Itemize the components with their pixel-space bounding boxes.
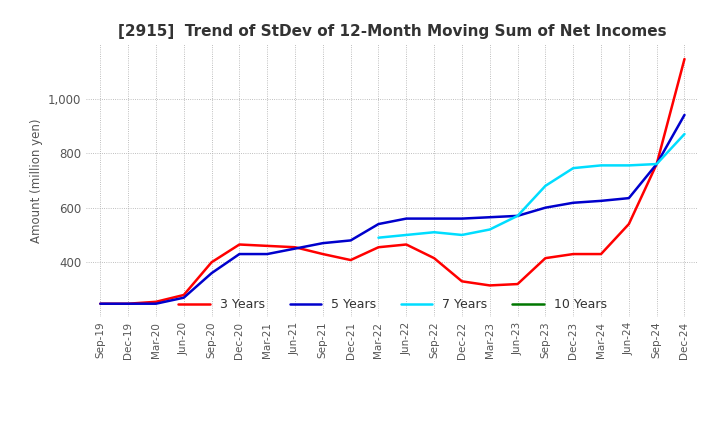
3 Years xyxy=(458,279,467,284)
5 Years xyxy=(597,198,606,203)
5 Years xyxy=(124,301,132,306)
3 Years xyxy=(96,301,104,306)
7 Years xyxy=(652,161,661,167)
5 Years xyxy=(569,200,577,205)
3 Years xyxy=(513,282,522,287)
3 Years xyxy=(430,256,438,261)
7 Years xyxy=(458,232,467,238)
5 Years xyxy=(402,216,410,221)
Line: 3 Years: 3 Years xyxy=(100,59,685,304)
5 Years xyxy=(96,301,104,306)
5 Years xyxy=(263,251,271,257)
Legend: 3 Years, 5 Years, 7 Years, 10 Years: 3 Years, 5 Years, 7 Years, 10 Years xyxy=(174,293,611,316)
5 Years xyxy=(374,221,383,227)
3 Years xyxy=(346,257,355,263)
3 Years xyxy=(680,56,689,62)
5 Years xyxy=(458,216,467,221)
3 Years xyxy=(485,283,494,288)
5 Years xyxy=(179,295,188,301)
5 Years xyxy=(235,251,243,257)
3 Years xyxy=(235,242,243,247)
3 Years xyxy=(179,292,188,297)
Y-axis label: Amount (million yen): Amount (million yen) xyxy=(30,118,42,242)
7 Years xyxy=(402,232,410,238)
3 Years xyxy=(541,256,550,261)
5 Years xyxy=(207,271,216,276)
5 Years xyxy=(485,215,494,220)
7 Years xyxy=(374,235,383,240)
3 Years xyxy=(402,242,410,247)
7 Years xyxy=(680,132,689,137)
7 Years xyxy=(569,165,577,171)
7 Years xyxy=(513,213,522,219)
5 Years xyxy=(318,241,327,246)
3 Years xyxy=(124,301,132,306)
5 Years xyxy=(513,213,522,219)
3 Years xyxy=(374,245,383,250)
3 Years xyxy=(263,243,271,249)
5 Years xyxy=(152,301,161,306)
Line: 5 Years: 5 Years xyxy=(100,115,685,304)
5 Years xyxy=(652,161,661,167)
3 Years xyxy=(207,260,216,265)
7 Years xyxy=(624,163,633,168)
5 Years xyxy=(624,195,633,201)
5 Years xyxy=(541,205,550,210)
3 Years xyxy=(291,245,300,250)
7 Years xyxy=(541,183,550,188)
5 Years xyxy=(346,238,355,243)
Line: 7 Years: 7 Years xyxy=(379,134,685,238)
7 Years xyxy=(485,227,494,232)
3 Years xyxy=(569,251,577,257)
5 Years xyxy=(680,112,689,117)
3 Years xyxy=(597,251,606,257)
3 Years xyxy=(652,161,661,167)
3 Years xyxy=(318,251,327,257)
5 Years xyxy=(291,246,300,251)
3 Years xyxy=(152,299,161,304)
7 Years xyxy=(597,163,606,168)
3 Years xyxy=(624,221,633,227)
7 Years xyxy=(430,230,438,235)
Title: [2915]  Trend of StDev of 12-Month Moving Sum of Net Incomes: [2915] Trend of StDev of 12-Month Moving… xyxy=(118,24,667,39)
5 Years xyxy=(430,216,438,221)
